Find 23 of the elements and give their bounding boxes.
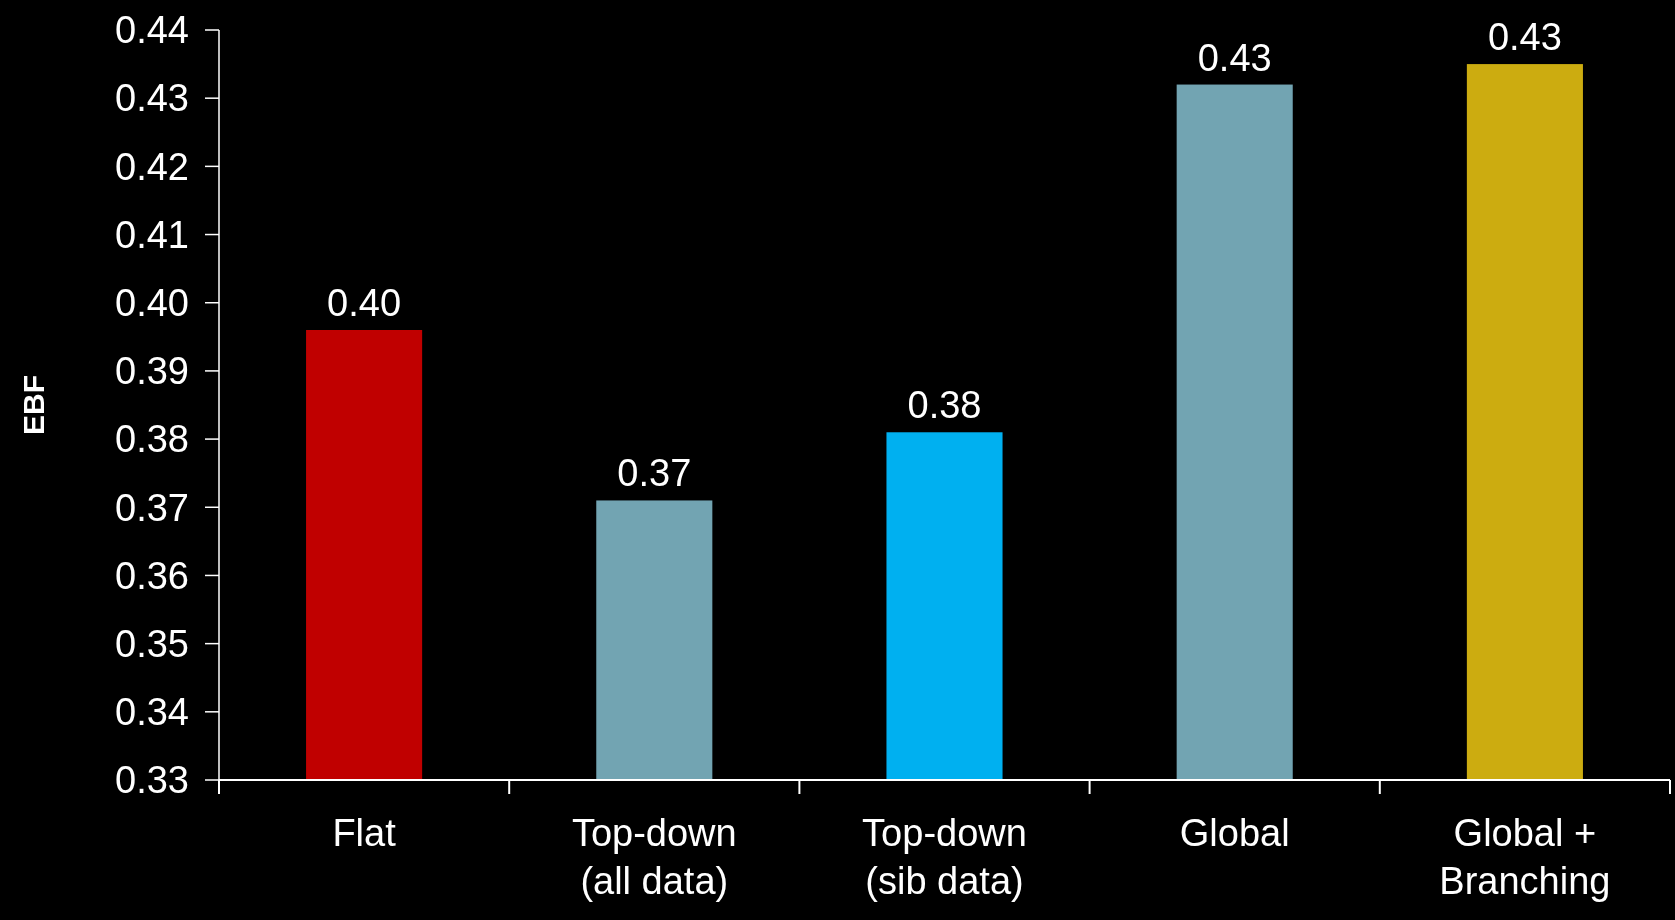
- y-tick-label: 0.34: [115, 691, 189, 734]
- x-tick-label: Global + Branching: [1439, 812, 1611, 902]
- y-tick-label: 0.43: [115, 77, 189, 120]
- y-tick-label: 0.35: [115, 622, 189, 665]
- data-label: 0.40: [327, 282, 402, 324]
- x-tick-label: Flat: [332, 812, 397, 854]
- y-axis-title: EBF: [17, 375, 50, 435]
- x-tick-label: Top-down (sib data): [862, 812, 1027, 902]
- y-tick-label: 0.42: [115, 145, 189, 188]
- data-label: 0.43: [1487, 16, 1562, 59]
- y-tick-label: 0.39: [115, 350, 189, 393]
- data-label: 0.43: [1197, 36, 1272, 79]
- x-tick-label: Global: [1179, 812, 1290, 854]
- y-tick-label: 0.36: [115, 554, 189, 597]
- data-label: 0.38: [907, 384, 982, 427]
- data-label: 0.37: [617, 452, 692, 495]
- y-tick-label: 0.33: [115, 759, 189, 802]
- y-tick-label: 0.40: [115, 282, 189, 325]
- y-tick-label: 0.37: [115, 486, 189, 529]
- y-tick-label: 0.44: [115, 9, 189, 52]
- y-tick-label: 0.38: [115, 418, 189, 461]
- y-tick-label: 0.41: [115, 213, 189, 256]
- x-tick-label: Top-down (all data): [571, 812, 737, 902]
